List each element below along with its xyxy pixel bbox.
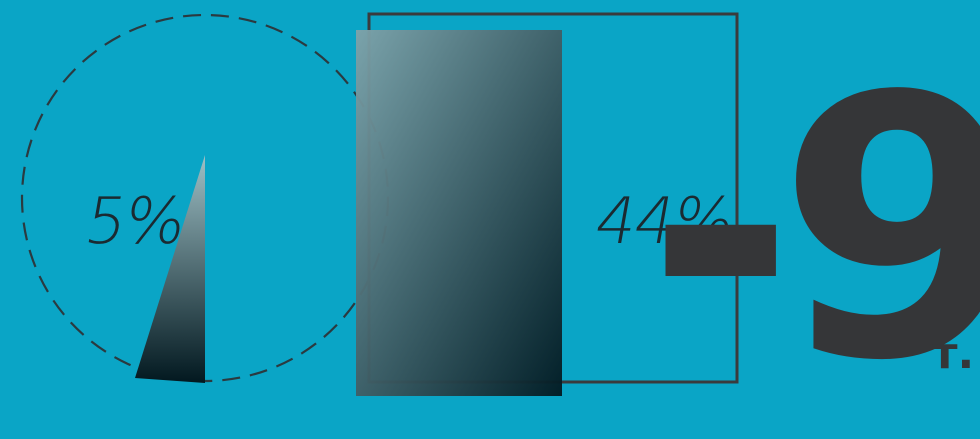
- pie-slice-5-percent: [135, 155, 205, 383]
- unit-label: т.: [932, 328, 975, 379]
- gradient-bar: [356, 30, 562, 396]
- infographic-graphics: [20, 12, 739, 396]
- infographic: 5% 44% -9 т.: [20, 12, 980, 410]
- big-value: -9: [646, 20, 980, 439]
- pie-percent-label: 5%: [79, 185, 191, 259]
